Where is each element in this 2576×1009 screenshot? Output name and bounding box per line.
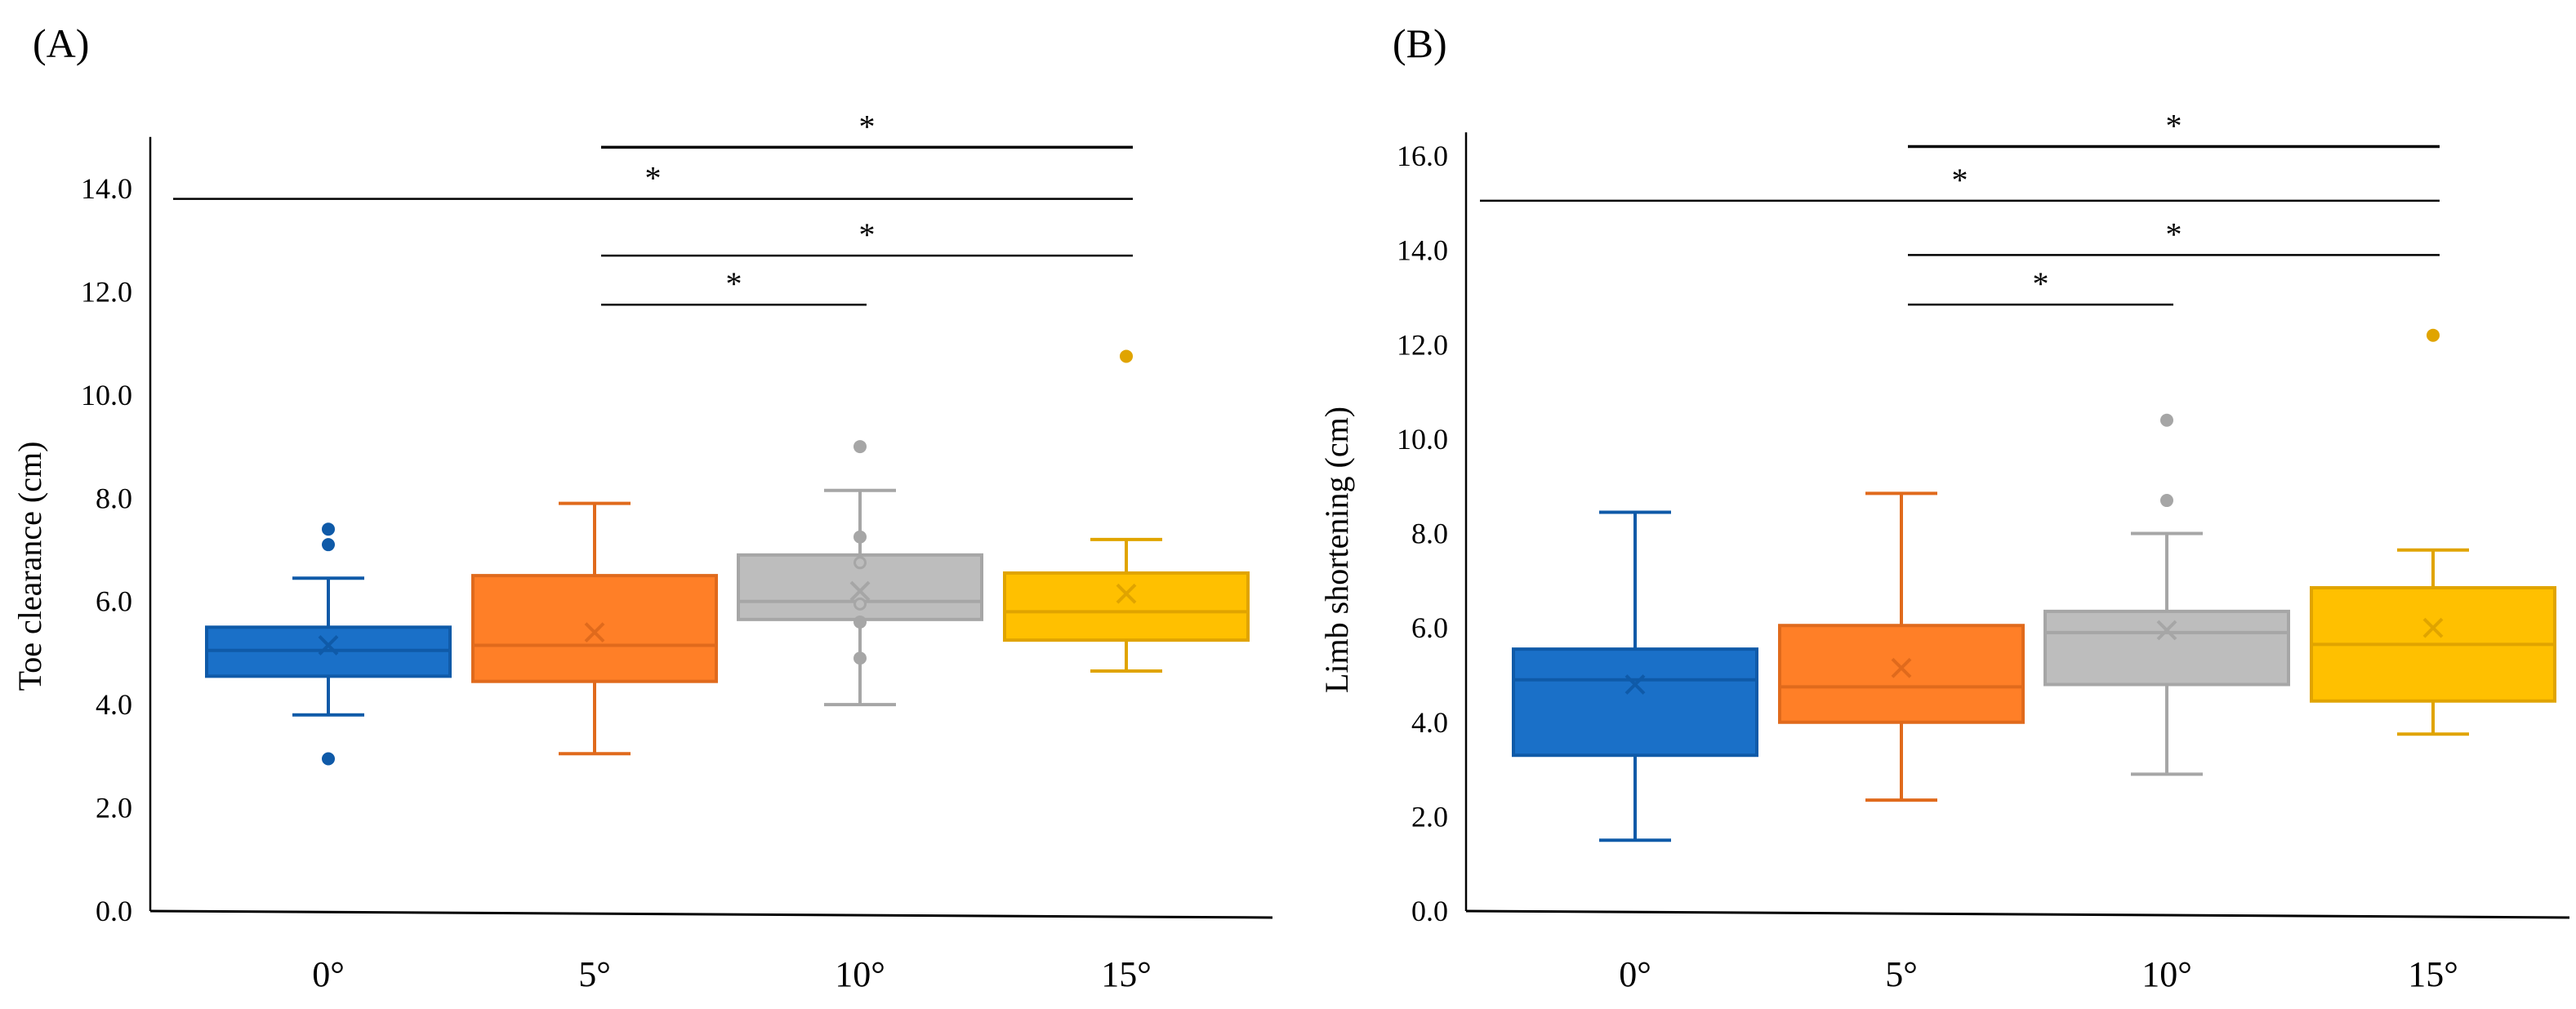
y-tick-label: 16.0: [1397, 140, 1448, 172]
box-5deg: [1778, 491, 2025, 802]
y-tick-label: 4.0: [96, 688, 132, 721]
panel-label: (B): [1393, 20, 1447, 66]
outlier-point: [2160, 494, 2173, 508]
significance-star: *: [645, 160, 662, 197]
outlier-point: [2160, 413, 2173, 427]
mean-marker: [2422, 617, 2444, 638]
significance-star: *: [726, 265, 742, 302]
y-tick-label: 8.0: [1411, 518, 1448, 550]
y-tick-label: 6.0: [1411, 611, 1448, 644]
outlier-point: [853, 440, 867, 454]
outlier-point: [322, 522, 335, 536]
significance-star: *: [859, 216, 876, 253]
outlier-point: [853, 530, 867, 544]
x-tick-label: 5°: [1885, 954, 1918, 994]
y-tick-label: 2.0: [1411, 800, 1448, 833]
iqr-box: [1512, 647, 1758, 758]
y-tick-label: 10.0: [1397, 423, 1448, 456]
outlier-point: [322, 538, 335, 552]
box-0deg: [1512, 510, 1758, 842]
mean-marker: [1891, 657, 1912, 678]
y-tick-label: 4.0: [1411, 706, 1448, 739]
mean-marker: [2156, 620, 2177, 641]
x-tick-label: 0°: [312, 954, 345, 994]
box-5deg: [471, 501, 718, 756]
y-tick-label: 10.0: [81, 379, 132, 411]
iqr-box: [1778, 624, 2025, 724]
iqr-box: [2043, 609, 2290, 687]
outlier-point: [853, 556, 867, 570]
mean-marker: [1624, 674, 1646, 695]
y-tick-label: 12.0: [1397, 328, 1448, 361]
x-axis-line: [149, 909, 1273, 919]
box-0deg: [205, 522, 452, 766]
y-tick-label: 12.0: [81, 275, 132, 308]
y-tick-label: 0.0: [96, 895, 132, 927]
x-tick-label: 0°: [1619, 954, 1651, 994]
panel-b: (B) Limb shortening (cm) 0.0 2.0 4.0 6.0 8.0 10…: [1318, 20, 2570, 994]
mean-marker: [849, 580, 871, 602]
significance-star: *: [2033, 265, 2049, 302]
significance-star: *: [2166, 216, 2182, 252]
x-tick-label: 10°: [2141, 954, 2192, 994]
panel-a: (A) Toe clearance (cm) 0.0 2.0 4.0 6.0 8.0 10.0…: [11, 20, 1273, 994]
y-tick-label: 2.0: [96, 792, 132, 825]
x-tick-label: 5°: [578, 954, 611, 994]
outlier-point: [853, 651, 867, 665]
y-tick-label: 14.0: [81, 172, 132, 205]
significance-star: *: [2166, 107, 2182, 144]
x-tick-label: 10°: [835, 954, 885, 994]
box-10deg: [2043, 413, 2290, 776]
y-axis-label: Toe clearance (cm): [11, 442, 48, 691]
y-tick-label: 14.0: [1397, 234, 1448, 267]
outlier-point: [322, 752, 335, 766]
x-axis-line: [1465, 909, 2570, 919]
iqr-box: [471, 574, 718, 683]
outlier-point: [853, 616, 867, 629]
y-tick-label: 6.0: [96, 585, 132, 618]
x-tick-label: 15°: [1101, 954, 1152, 994]
mean-marker: [584, 622, 605, 643]
outlier-point: [1120, 349, 1133, 363]
box-15deg: [1003, 349, 1250, 673]
box-10deg: [737, 440, 983, 707]
outlier-point: [2427, 328, 2440, 342]
outlier-point: [853, 597, 867, 611]
box-15deg: [2310, 328, 2556, 736]
mean-marker: [1116, 583, 1137, 604]
panel-label: (A): [33, 20, 89, 66]
y-tick-label: 0.0: [1411, 895, 1448, 927]
significance-star: *: [859, 108, 876, 144]
y-tick-label: 8.0: [96, 482, 132, 514]
iqr-box: [1003, 571, 1250, 642]
mean-marker: [318, 635, 339, 656]
x-tick-label: 15°: [2408, 954, 2458, 994]
significance-star: *: [1952, 162, 1968, 198]
y-axis-label: Limb shortening (cm): [1318, 407, 1355, 693]
